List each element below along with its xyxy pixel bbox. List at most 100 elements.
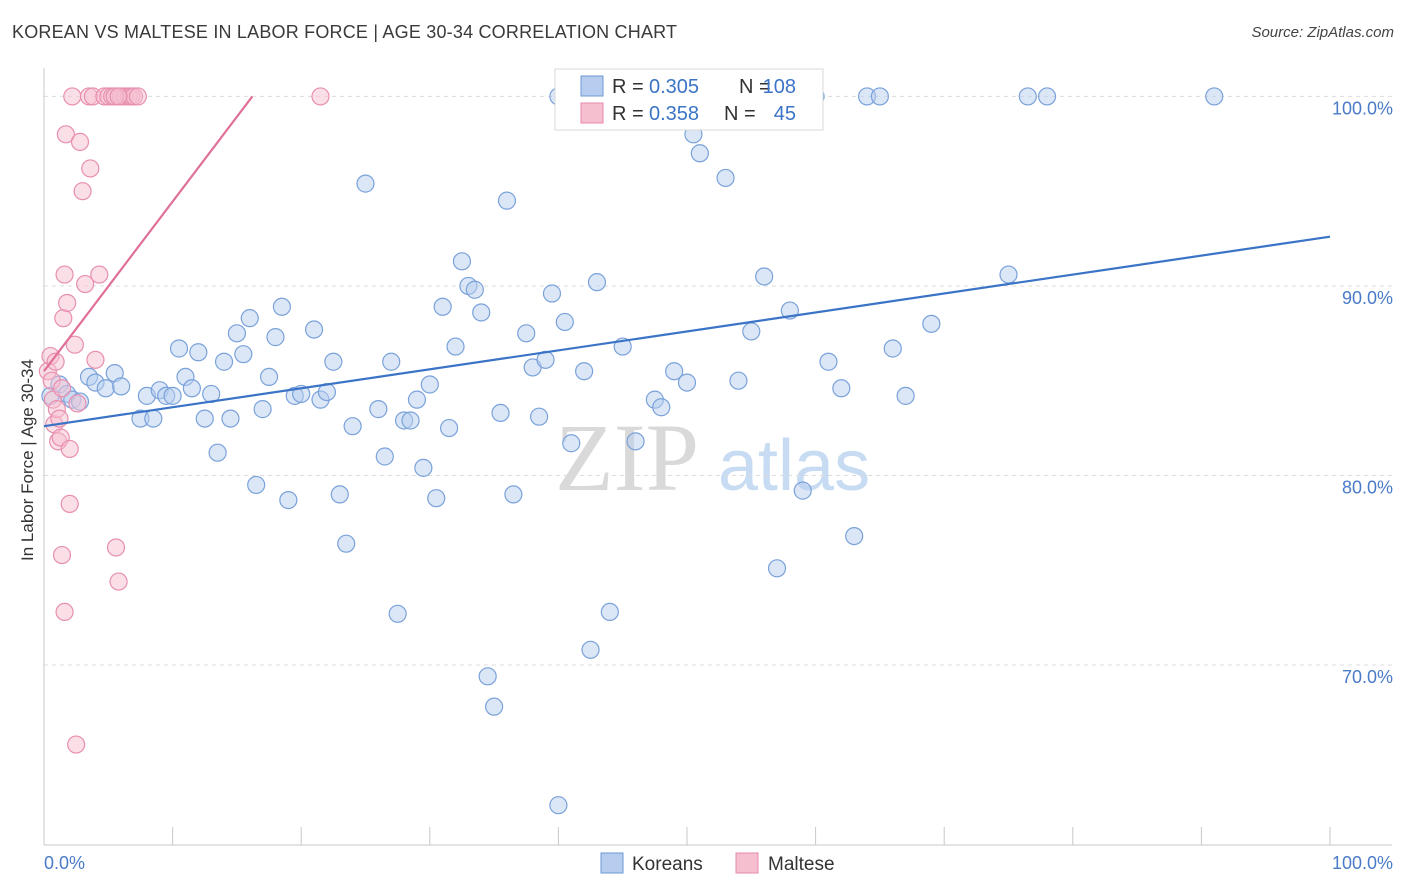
- korean-point: [96, 379, 115, 398]
- legend-swatch-maltese: [580, 102, 604, 124]
- korean-point: [144, 409, 163, 428]
- korean-point: [343, 417, 362, 436]
- korean-point: [478, 667, 497, 686]
- korean-point: [112, 377, 131, 396]
- maltese-point: [55, 602, 74, 622]
- korean-point: [845, 526, 864, 546]
- maltese-point: [70, 132, 90, 152]
- y-tick-label: 100.0%: [1332, 98, 1393, 118]
- maltese-points: [38, 87, 330, 754]
- legend-r-label-maltese: R =: [612, 103, 644, 125]
- maltese-point: [55, 265, 74, 284]
- maltese-point: [52, 545, 72, 565]
- korean-point: [485, 697, 504, 716]
- maltese-point: [67, 735, 86, 754]
- y-tick-label: 70.0%: [1342, 667, 1393, 687]
- korean-point: [253, 400, 272, 419]
- watermark-atlas: atlas: [718, 426, 870, 506]
- korean-point: [581, 640, 600, 659]
- legend-n-value-maltese: 45: [774, 103, 796, 125]
- maltese-point: [52, 379, 72, 398]
- maltese-point: [63, 87, 82, 106]
- maltese-point: [81, 159, 100, 178]
- korean-point: [870, 87, 890, 106]
- korean-point: [208, 443, 227, 462]
- koreans-trend-line: [43, 235, 1331, 428]
- maltese-point: [54, 309, 73, 328]
- korean-point: [626, 432, 645, 451]
- korean-point: [562, 434, 581, 453]
- korean-point: [375, 447, 394, 466]
- korean-point: [272, 297, 292, 316]
- y-tick-labels: 70.0% 80.0% 90.0% 100.0%: [1332, 98, 1393, 687]
- korean-point: [221, 409, 240, 428]
- trend-lines: [43, 95, 1331, 428]
- korean-point: [240, 309, 259, 328]
- korean-point: [767, 559, 787, 578]
- series-legend: Koreans Maltese: [600, 852, 835, 875]
- korean-point: [427, 489, 446, 508]
- maltese-point: [56, 125, 75, 144]
- maltese-point: [106, 538, 126, 557]
- series-legend-label-maltese: Maltese: [768, 854, 835, 875]
- korean-point: [330, 485, 349, 504]
- legend-n-label-koreans: N =: [739, 76, 771, 98]
- legend-n-label-maltese: N =: [724, 103, 756, 125]
- korean-point: [530, 407, 549, 426]
- maltese-trend-line: [43, 95, 254, 372]
- maltese-point: [86, 350, 105, 369]
- legend-swatch-koreans: [580, 75, 604, 97]
- korean-point: [337, 534, 356, 553]
- series-legend-swatch-koreans: [600, 852, 624, 874]
- korean-point: [247, 475, 266, 495]
- x-tick-label: 100.0%: [1332, 853, 1393, 873]
- korean-point: [439, 418, 459, 438]
- korean-point: [382, 352, 401, 371]
- korean-point: [555, 312, 574, 332]
- watermark: ZIP atlas: [555, 404, 870, 511]
- korean-point: [279, 490, 298, 510]
- korean-point: [465, 280, 484, 299]
- maltese-point: [109, 87, 128, 106]
- series-legend-swatch-maltese: [735, 852, 759, 874]
- korean-point: [922, 314, 941, 333]
- y-tick-label: 90.0%: [1342, 288, 1393, 308]
- korean-point: [446, 337, 465, 356]
- korean-point: [819, 352, 838, 371]
- korean-point: [1018, 87, 1037, 106]
- korean-point: [1037, 87, 1057, 106]
- korean-point: [600, 602, 619, 622]
- legend-r-value-maltese: 0.358: [649, 103, 699, 125]
- korean-point: [259, 367, 279, 387]
- maltese-point: [73, 182, 92, 201]
- korean-point: [729, 371, 748, 390]
- axes: [43, 68, 1392, 846]
- korean-point: [214, 352, 234, 371]
- korean-point: [716, 168, 735, 188]
- korean-point: [652, 398, 671, 417]
- maltese-point: [109, 572, 128, 591]
- korean-point: [189, 343, 208, 362]
- maltese-point: [311, 87, 330, 106]
- maltese-point: [68, 394, 87, 413]
- korean-point: [433, 297, 452, 316]
- series-legend-label-koreans: Koreans: [632, 854, 703, 875]
- maltese-point: [76, 274, 95, 294]
- korean-point: [369, 400, 388, 419]
- korean-point: [407, 390, 427, 409]
- korean-point: [1205, 87, 1224, 106]
- maltese-point: [58, 293, 77, 313]
- source-label: Source: ZipAtlas.com: [1251, 24, 1394, 41]
- x-tick-labels: 0.0% 100.0%: [44, 853, 1393, 873]
- korean-point: [793, 481, 812, 500]
- korean-point: [504, 485, 523, 504]
- x-tick-label: 0.0%: [44, 853, 85, 873]
- grid: [44, 95, 1392, 666]
- korean-point: [690, 144, 709, 163]
- korean-point: [665, 362, 684, 381]
- legend-r-value-koreans: 0.305: [649, 76, 699, 98]
- watermark-zip: ZIP: [555, 404, 699, 511]
- maltese-point: [60, 494, 79, 513]
- korean-point: [542, 284, 562, 303]
- korean-point: [195, 409, 214, 428]
